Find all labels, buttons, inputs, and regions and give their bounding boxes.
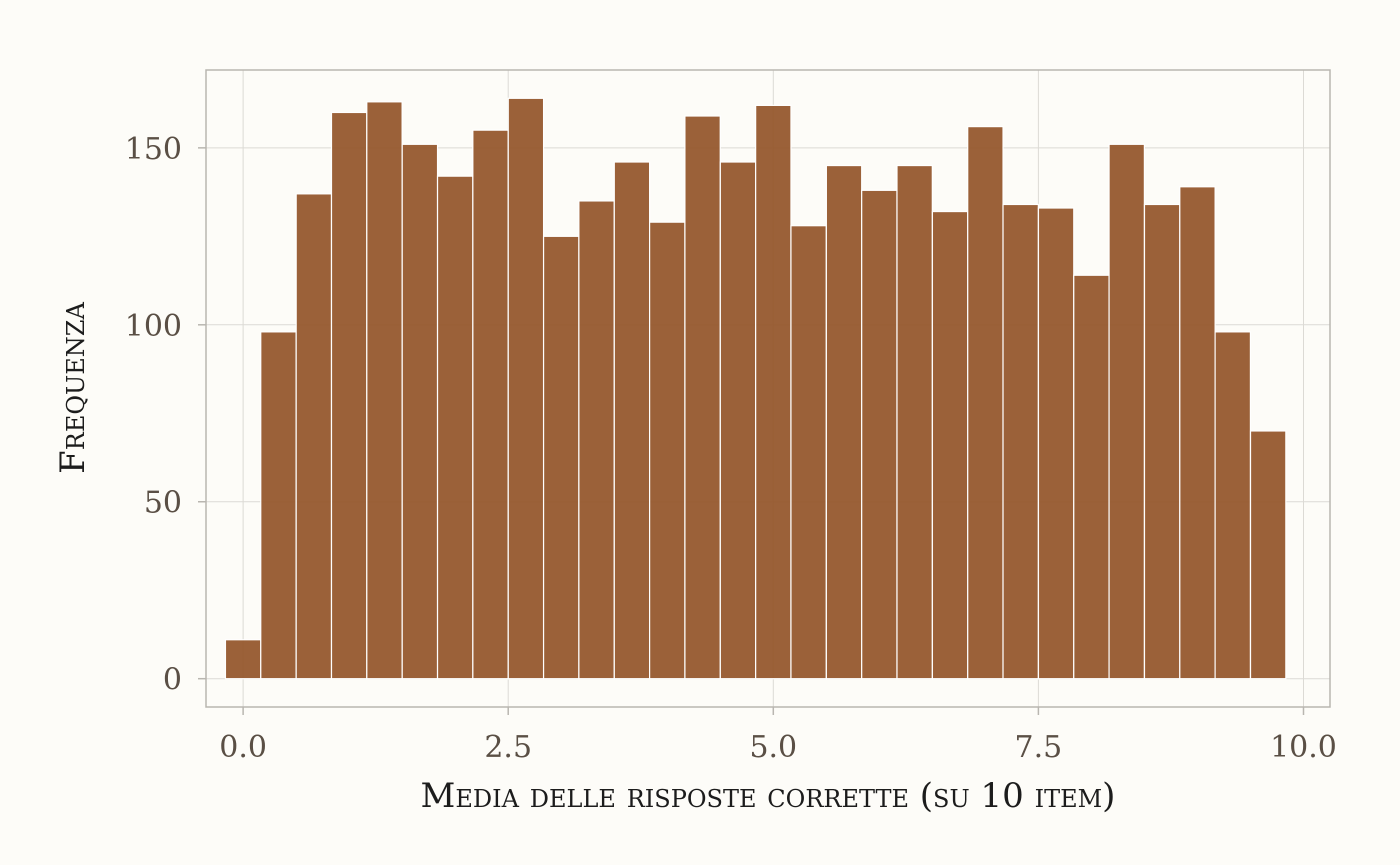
- histogram-bar: [896, 164, 933, 680]
- x-tick-label: 5.0: [749, 730, 797, 765]
- histogram-bar: [578, 200, 615, 680]
- histogram-bar: [1179, 186, 1216, 680]
- y-tick-label: 100: [125, 309, 182, 344]
- histogram-bar: [1249, 430, 1287, 680]
- histogram-bar: [931, 210, 969, 680]
- histogram-bars: [224, 97, 1287, 680]
- histogram-bar: [649, 221, 686, 680]
- histogram-bar: [295, 193, 333, 680]
- histogram-bar: [790, 225, 827, 680]
- x-tick-label: 7.5: [1015, 730, 1063, 765]
- histogram-bar: [507, 97, 545, 680]
- histogram-bar: [613, 161, 651, 680]
- histogram-bar: [366, 101, 403, 680]
- histogram-bar: [967, 126, 1004, 680]
- histogram-bar: [1073, 274, 1110, 680]
- histogram-bar: [719, 161, 757, 680]
- histogram-bar: [401, 143, 439, 680]
- histogram-bar: [1108, 143, 1145, 680]
- histogram-bar: [1143, 203, 1181, 680]
- histogram-bar: [1214, 331, 1252, 680]
- y-tick-label: 50: [144, 486, 182, 521]
- histogram-bar: [224, 639, 262, 680]
- plot-frame: [205, 69, 1331, 708]
- y-axis-title: Frequenza: [53, 302, 93, 474]
- histogram-bar: [472, 129, 509, 680]
- histogram-bar: [684, 115, 721, 680]
- x-axis-title: Media delle risposte corrette (su 10 ite…: [421, 776, 1116, 816]
- axis-ticks: 0.0 2.5 5.0 7.5 10.0 0 50 100 150: [125, 132, 1337, 765]
- x-tick-label: 0.0: [219, 730, 267, 765]
- histogram-bar: [1002, 203, 1039, 680]
- histogram-bar: [1037, 207, 1075, 680]
- histogram-bar: [542, 235, 580, 680]
- y-tick-label: 150: [125, 132, 182, 167]
- histogram-bar: [825, 164, 863, 680]
- histogram-bar: [260, 331, 297, 680]
- histogram-bar: [330, 111, 368, 680]
- histogram-bar: [755, 104, 792, 680]
- x-tick-label: 2.5: [484, 730, 532, 765]
- histogram-bar: [861, 189, 898, 680]
- y-tick-label: 0: [163, 663, 182, 698]
- histogram-bar: [436, 175, 474, 680]
- x-tick-label: 10.0: [1270, 730, 1337, 765]
